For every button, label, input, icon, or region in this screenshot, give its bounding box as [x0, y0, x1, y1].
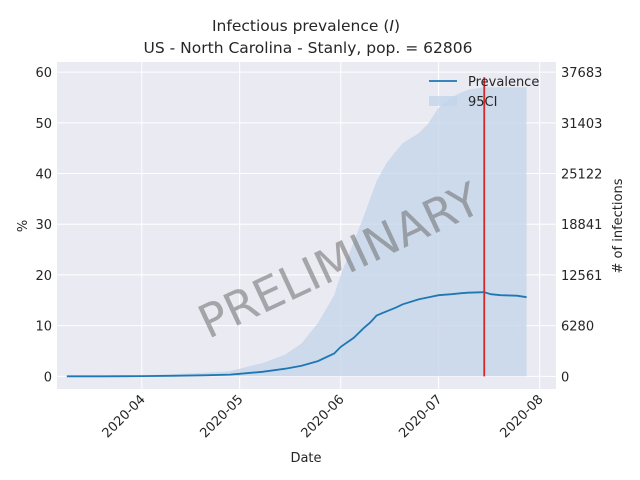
y-tick-label-right: 37683: [561, 66, 602, 81]
x-ticks: 2020-04 2020-05 2020-06 2020-07 2020-08: [100, 392, 547, 441]
y-tick-label-right: 0: [561, 370, 569, 385]
legend-ci-label: 95CI: [468, 95, 497, 110]
prevalence-line-layer: [66, 291, 527, 378]
legend: Prevalence 95CI: [429, 75, 539, 110]
y-tick-label-right: 18841: [561, 218, 602, 233]
ci-band-layer: [66, 87, 527, 377]
legend-ci-swatch: [429, 96, 457, 106]
y-tick-label-right: 25122: [561, 168, 602, 183]
y-tick-label-right: 31403: [561, 117, 602, 132]
y-tick-label-left: 40: [35, 168, 52, 183]
y-tick-label-left: 60: [35, 66, 52, 81]
ci-band: [66, 87, 527, 377]
chart-title-line2: US - North Carolina - Stanly, pop. = 628…: [144, 39, 473, 57]
y-ticks-right: 0 6280 12561 18841 25122 31403 37683: [561, 66, 602, 385]
y-tick-label-left: 10: [35, 320, 52, 335]
legend-prevalence-label: Prevalence: [468, 75, 539, 90]
y-tick-label-right: 6280: [561, 320, 594, 335]
x-tick-label: 2020-07: [396, 392, 445, 441]
y-axis-label-left: %: [16, 220, 31, 232]
prevalence-line: [66, 291, 527, 378]
x-axis-label: Date: [290, 451, 321, 466]
y-axis-label-right: # of infections: [611, 178, 626, 273]
y-tick-label-left: 50: [35, 117, 52, 132]
y-tick-label-left: 20: [35, 269, 52, 284]
x-tick-label: 2020-08: [497, 392, 546, 441]
y-tick-label-left: 0: [44, 370, 52, 385]
x-tick-label: 2020-06: [299, 392, 348, 441]
x-tick-label: 2020-05: [197, 392, 246, 441]
x-tick-label: 2020-04: [100, 392, 149, 441]
y-tick-label-right: 12561: [561, 269, 602, 284]
y-ticks-left: 0 10 20 30 40 50 60: [35, 66, 52, 385]
y-tick-label-left: 30: [35, 218, 52, 233]
chart-title-line1: Infectious prevalence (I): [212, 17, 400, 35]
